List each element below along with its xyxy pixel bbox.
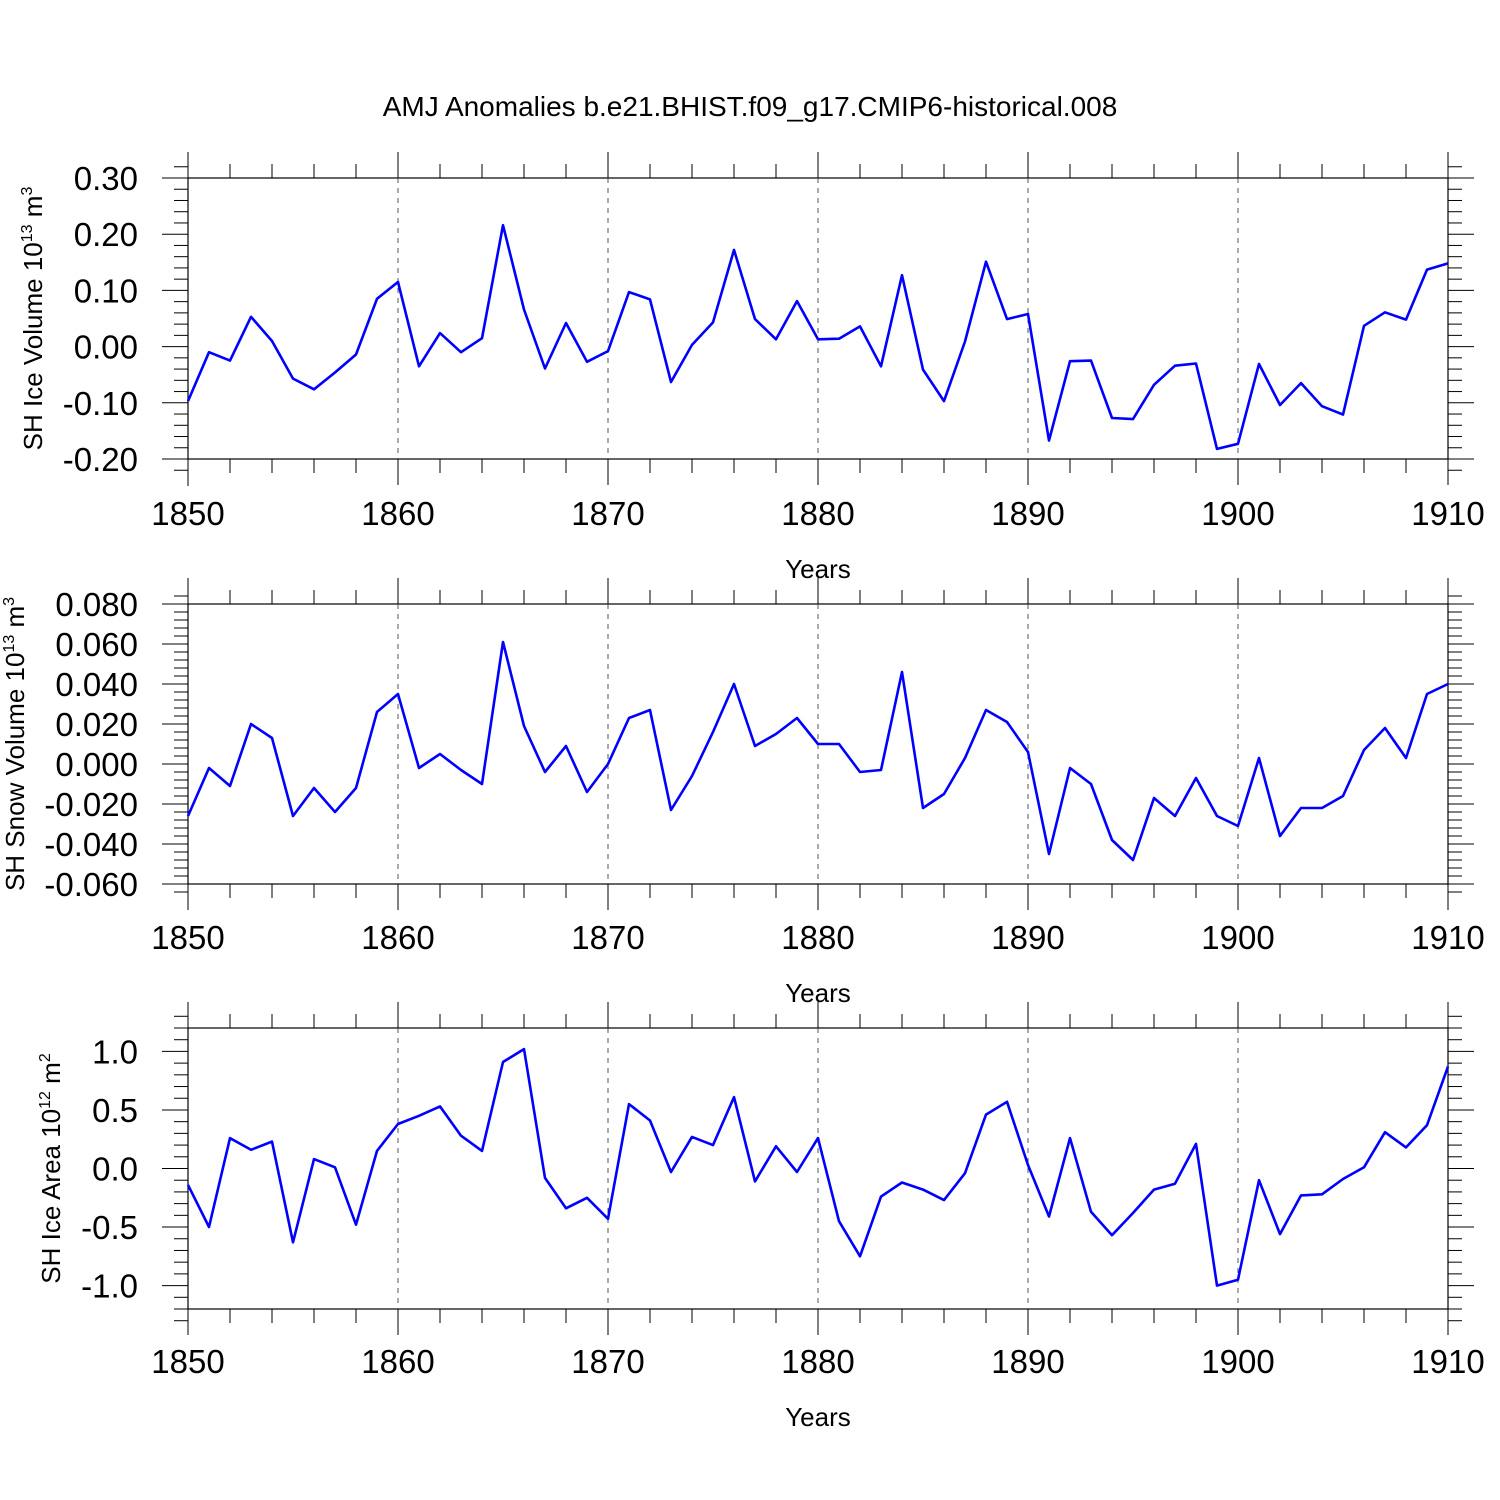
y-tick-label: 0.040 bbox=[55, 666, 138, 703]
x-tick-label: 1910 bbox=[1411, 1343, 1484, 1380]
series-line bbox=[186, 640, 1449, 862]
x-tick-label: 1910 bbox=[1411, 919, 1484, 956]
y-tick-label: -0.20 bbox=[63, 441, 138, 478]
y-tick-label: -0.060 bbox=[44, 866, 138, 903]
x-tick-label: 1890 bbox=[991, 495, 1064, 532]
y-tick-label: -0.10 bbox=[63, 385, 138, 422]
y-tick-label: -0.020 bbox=[44, 786, 138, 823]
x-tick-label: 1860 bbox=[361, 495, 434, 532]
y-tick-label: -0.5 bbox=[81, 1209, 138, 1246]
y-tick-label: 0.020 bbox=[55, 706, 138, 743]
series-line bbox=[186, 223, 1449, 451]
x-tick-label: 1870 bbox=[571, 495, 644, 532]
y-tick-label: 0.0 bbox=[92, 1151, 138, 1188]
x-tick-label: 1900 bbox=[1201, 495, 1274, 532]
x-tick-label: 1850 bbox=[151, 495, 224, 532]
y-tick-label: 0.060 bbox=[55, 626, 138, 663]
x-tick-label: 1850 bbox=[151, 919, 224, 956]
y-axis-label: SH Ice Area 1012 m2 bbox=[36, 1053, 66, 1284]
x-tick-label: 1860 bbox=[361, 1343, 434, 1380]
y-axis-label: SH Snow Volume 1013 m3 bbox=[0, 597, 30, 891]
x-tick-label: 1870 bbox=[571, 1343, 644, 1380]
x-tick-label: 1880 bbox=[781, 495, 854, 532]
y-tick-label: 0.000 bbox=[55, 746, 138, 783]
x-tick-label: 1880 bbox=[781, 1343, 854, 1380]
y-tick-label: 0.20 bbox=[74, 216, 138, 253]
x-tick-label: 1890 bbox=[991, 919, 1064, 956]
x-tick-label: 1900 bbox=[1201, 919, 1274, 956]
y-axis-label: SH Ice Volume 1013 m3 bbox=[18, 187, 48, 451]
x-axis-label: Years bbox=[785, 1402, 851, 1432]
series-line bbox=[186, 1047, 1450, 1287]
panel-ice-area: 1850 1860 1870 1880 1890 1900 1910 Years 1.0 0.5 0… bbox=[36, 1002, 1485, 1432]
figure-title: AMJ Anomalies b.e21.BHIST.f09_g17.CMIP6-… bbox=[383, 91, 1118, 122]
y-tick-label: 0.080 bbox=[55, 586, 138, 623]
y-tick-label: -1.0 bbox=[81, 1268, 138, 1305]
y-tick-label: 0.00 bbox=[74, 329, 138, 366]
x-tick-label: 1910 bbox=[1411, 495, 1484, 532]
x-tick-label: 1870 bbox=[571, 919, 644, 956]
panel-ice-volume: 1850 1860 1870 1880 1890 1900 1910Years0.300.2… bbox=[18, 152, 1485, 584]
y-tick-label: 0.10 bbox=[74, 272, 138, 309]
y-tick-label: 0.5 bbox=[92, 1092, 138, 1129]
x-tick-label: 1850 bbox=[151, 1343, 224, 1380]
x-tick-label: 1890 bbox=[991, 1343, 1064, 1380]
panel-snow-volume: 1850 1860 1870 1880 1890 1900 1910Years0.0800.… bbox=[0, 578, 1485, 1008]
x-tick-label: 1860 bbox=[361, 919, 434, 956]
x-tick-label: 1900 bbox=[1201, 1343, 1274, 1380]
x-tick-label: 1880 bbox=[781, 919, 854, 956]
y-tick-label: 1.0 bbox=[92, 1033, 138, 1070]
y-tick-label: -0.040 bbox=[44, 826, 138, 863]
y-tick-label: 0.30 bbox=[74, 160, 138, 197]
